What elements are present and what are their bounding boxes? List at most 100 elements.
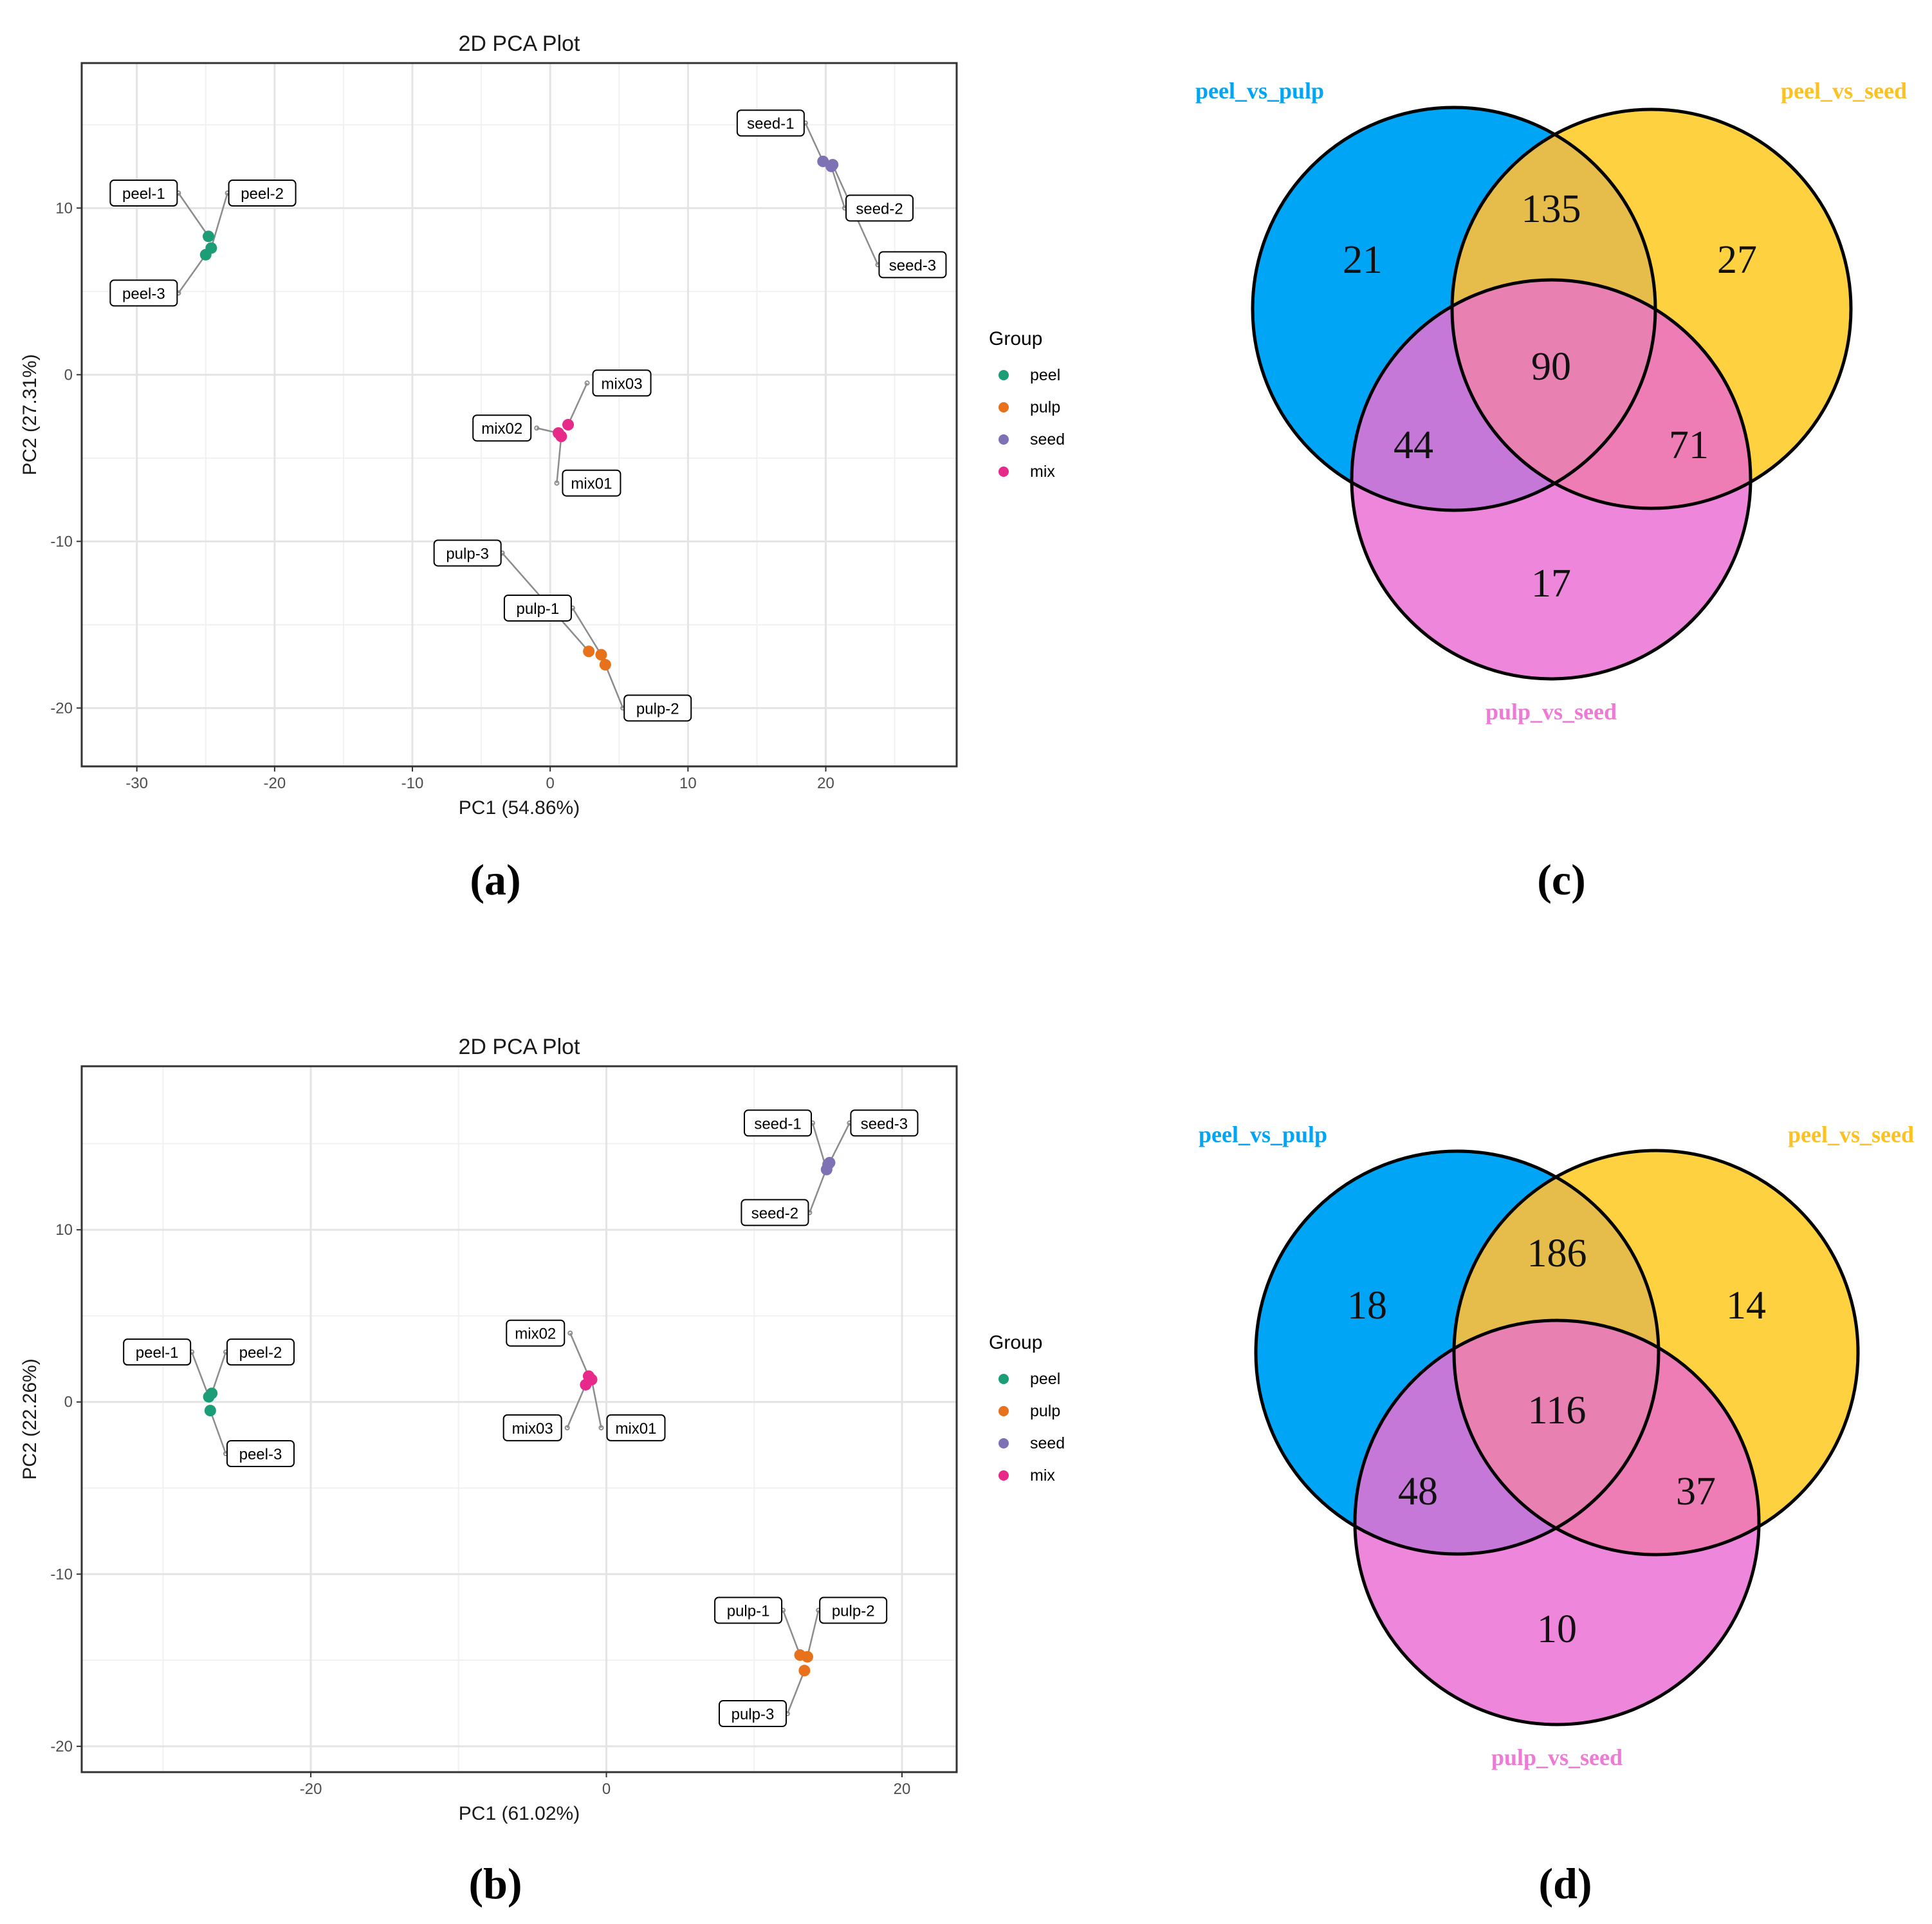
- label-connector: [210, 192, 228, 248]
- legend-label-seed: seed: [1030, 430, 1065, 449]
- point-label-box: [228, 180, 297, 207]
- label-connector: [804, 122, 824, 162]
- legend: Group peel pulp seed mix: [989, 328, 1065, 481]
- data-point-pulp-3: [798, 1665, 811, 1677]
- venn-set-label-peel_vs_seed: peel_vs_seed: [1788, 1122, 1914, 1147]
- connector-end: [584, 380, 590, 386]
- venn-count-bc: 71: [1669, 423, 1709, 467]
- venn-count-only_a: 18: [1347, 1284, 1387, 1327]
- y-tick-label: -10: [50, 533, 73, 550]
- legend-label-peel: peel: [1030, 1370, 1060, 1388]
- panel-label-d: (d): [1538, 1859, 1592, 1908]
- venn-outline-peel_vs_seed: [1452, 1149, 1860, 1557]
- legend-label-pulp: pulp: [1030, 398, 1060, 416]
- data-point-peel-3: [199, 248, 212, 261]
- x-tick-label: 20: [817, 775, 834, 792]
- y-tick-label: 10: [55, 1221, 73, 1239]
- legend-marker-pulp: [998, 1406, 1009, 1416]
- venn-count-only_b: 27: [1717, 238, 1757, 282]
- venn-outline-pulp_vs_seed: [1353, 1318, 1761, 1726]
- point-label-seed-3: seed-3: [889, 257, 936, 274]
- point-label-box: [845, 194, 914, 222]
- venn-panel-c: 21 27 17 135 44 71 90 peel_vs_pulp peel_vs_seedp…: [1195, 78, 1907, 725]
- point-label-box: [736, 109, 805, 137]
- legend-label-mix: mix: [1030, 1466, 1055, 1485]
- label-connector: [567, 382, 588, 425]
- label-connector: [190, 1351, 210, 1398]
- point-label-seed-2: seed-2: [751, 1205, 798, 1222]
- point-label-pulp-1: pulp-1: [727, 1602, 770, 1620]
- venn-outline-peel_vs_seed: [1450, 107, 1853, 510]
- legend-label-pulp: pulp: [1030, 1402, 1060, 1420]
- x-tick-label: -10: [401, 775, 424, 792]
- label-connector: [782, 1610, 801, 1656]
- y-axis-label: PC2 (22.26%): [19, 1358, 41, 1479]
- point-label-box: [819, 1596, 888, 1624]
- venn-count-bc: 37: [1676, 1470, 1716, 1513]
- x-axis-label: PC1 (61.02%): [459, 1803, 580, 1824]
- point-label-mix02: mix02: [515, 1326, 556, 1343]
- point-label-box: [226, 1338, 295, 1366]
- venn-count-only_c: 10: [1537, 1607, 1577, 1651]
- point-label-box: [592, 369, 652, 397]
- venn-set-label-peel_vs_seed: peel_vs_seed: [1781, 78, 1907, 104]
- venn-panel-d: 18 14 10 186 48 37 116 peel_vs_pulp peel_vs_seed…: [1199, 1122, 1914, 1770]
- label-connector: [786, 1670, 805, 1714]
- point-label-box: [472, 414, 532, 442]
- connector-end: [598, 1425, 604, 1430]
- data-point-mix02: [553, 427, 565, 439]
- legend-label-mix: mix: [1030, 463, 1055, 481]
- venn-count-only_b: 14: [1726, 1284, 1766, 1327]
- point-label-pulp-1: pulp-1: [517, 600, 560, 618]
- x-tick-label: 10: [679, 775, 697, 792]
- point-label-box: [623, 694, 692, 722]
- label-connector: [806, 1610, 820, 1658]
- point-label-peel-3: peel-3: [239, 1446, 282, 1463]
- point-label-mix03: mix03: [602, 375, 643, 393]
- plot-border: [80, 1065, 958, 1773]
- venn-set-label-peel_vs_pulp: peel_vs_pulp: [1195, 78, 1324, 104]
- label-connector: [178, 192, 210, 237]
- connector-end: [554, 480, 560, 486]
- label-connector: [829, 1122, 851, 1163]
- point-label-box: [503, 594, 572, 622]
- x-tick-label: -20: [300, 1781, 322, 1798]
- data-point-peel-3: [204, 1405, 216, 1417]
- point-label-box: [850, 1109, 919, 1137]
- legend-marker-seed: [998, 1438, 1009, 1448]
- pca-panel-b: -20 0 20 -20 -10 0 10 2D PCA Plot PC1 (61.02%) PC…: [19, 1035, 1065, 1824]
- legend-title: Group: [989, 1332, 1042, 1353]
- panel-label-b: (b): [468, 1859, 522, 1908]
- chart-title: 2D PCA Plot: [459, 32, 581, 56]
- y-tick-label: 10: [55, 199, 73, 217]
- chart-title: 2D PCA Plot: [459, 1035, 581, 1059]
- data-point-peel-2: [206, 1387, 218, 1400]
- venn-count-ac: 44: [1394, 423, 1433, 467]
- point-label-mix01: mix01: [571, 476, 612, 493]
- label-connector: [591, 1379, 602, 1429]
- legend-title: Group: [989, 328, 1042, 349]
- x-tick-label: -30: [125, 775, 148, 792]
- point-label-box: [878, 251, 947, 279]
- point-label-box: [109, 180, 178, 207]
- data-point-peel-1: [203, 230, 215, 243]
- venn-set-label-pulp_vs_seed: pulp_vs_seed: [1491, 1744, 1623, 1770]
- data-point-pulp-2: [599, 659, 611, 671]
- point-label-pulp-3: pulp-3: [446, 545, 489, 562]
- data-point-mix03: [580, 1378, 592, 1391]
- point-label-box: [502, 1414, 562, 1441]
- label-connector: [571, 607, 602, 656]
- venn-outline-peel_vs_pulp: [1254, 1149, 1661, 1556]
- point-label-mix01: mix01: [615, 1420, 656, 1438]
- point-label-peel-2: peel-2: [241, 185, 284, 203]
- point-label-box: [433, 539, 502, 567]
- x-tick-label: 0: [602, 1781, 611, 1798]
- legend-label-peel: peel: [1030, 366, 1060, 384]
- label-connector: [556, 436, 562, 483]
- x-axis-label: PC1 (54.86%): [459, 797, 580, 819]
- y-axis-label: PC2 (27.31%): [19, 354, 41, 475]
- connector-end: [567, 1330, 573, 1336]
- label-connector: [209, 1410, 227, 1454]
- venn-count-ab: 186: [1527, 1232, 1587, 1275]
